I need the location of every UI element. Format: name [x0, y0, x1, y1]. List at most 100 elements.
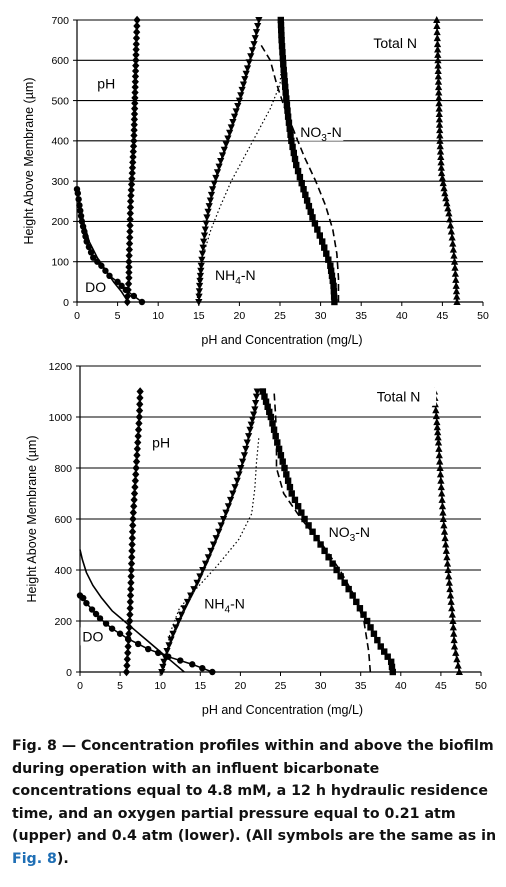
x-tick-label: 0: [74, 310, 80, 322]
data-point: [124, 635, 132, 643]
x-tick-label: 10: [152, 310, 164, 322]
data-point: [229, 119, 237, 127]
data-point: [196, 277, 204, 285]
data-point: [272, 432, 279, 440]
data-point: [126, 233, 134, 242]
data-point: [226, 496, 235, 504]
data-point: [434, 45, 442, 53]
data-point: [280, 66, 287, 74]
data-point: [264, 403, 271, 410]
data-point: [437, 169, 446, 177]
data-point: [242, 445, 250, 453]
data-point: [128, 546, 136, 556]
data-point: [129, 152, 137, 162]
series-no3-n-model: [273, 391, 372, 673]
data-point: [127, 185, 135, 195]
data-point: [252, 393, 261, 401]
data-point: [333, 566, 340, 574]
data-point: [450, 257, 459, 265]
data-point: [200, 238, 208, 246]
data-point: [330, 293, 338, 300]
data-point: [135, 419, 143, 428]
data-point: [252, 399, 260, 407]
x-tick-label: 35: [355, 310, 367, 322]
data-point: [285, 119, 293, 126]
data-point: [128, 527, 137, 536]
data-point: [261, 393, 268, 400]
data-point: [435, 110, 443, 117]
annotation-label: NH4-N: [204, 595, 245, 615]
caption-figure-link[interactable]: Fig. 8: [12, 850, 57, 867]
x-tick-label: 15: [194, 680, 206, 692]
data-point: [337, 573, 344, 580]
annotation-bg: [298, 122, 344, 141]
data-point: [132, 45, 140, 54]
data-point: [187, 592, 195, 600]
data-point: [131, 476, 139, 485]
data-point: [437, 152, 445, 160]
data-point: [189, 661, 196, 668]
data-point: [235, 471, 243, 479]
data-point: [135, 412, 143, 422]
data-point: [132, 470, 140, 479]
data-point: [330, 282, 337, 290]
data-point: [144, 645, 152, 653]
data-point: [131, 93, 139, 103]
data-point: [222, 509, 230, 517]
model-line: [196, 64, 283, 303]
data-point: [76, 592, 84, 599]
data-point: [432, 412, 440, 420]
y-tick-label: 600: [51, 55, 69, 67]
data-point: [283, 101, 291, 108]
data-point: [259, 388, 267, 395]
model-line: [259, 43, 340, 302]
data-point: [255, 17, 263, 24]
data-point: [116, 630, 124, 637]
data-point: [196, 272, 205, 280]
series-total-n: [433, 16, 461, 305]
data-point: [279, 55, 287, 62]
data-point: [242, 70, 250, 78]
data-point: [203, 214, 211, 222]
data-point: [283, 95, 290, 102]
data-point: [438, 489, 446, 497]
data-point: [125, 245, 133, 254]
data-point: [433, 418, 441, 426]
data-point: [267, 413, 275, 421]
data-point: [284, 113, 292, 120]
annotation-label: Total N: [373, 35, 417, 51]
data-point: [230, 113, 239, 121]
data-point: [126, 197, 135, 206]
data-point: [387, 658, 395, 665]
data-point: [446, 591, 455, 599]
data-point: [309, 214, 316, 221]
x-tick-label: 25: [275, 680, 287, 692]
data-point: [134, 438, 142, 447]
data-point: [436, 136, 444, 144]
data-point: [282, 89, 289, 96]
data-point: [442, 194, 450, 202]
data-point: [124, 642, 132, 651]
data-point: [169, 630, 177, 638]
data-point: [202, 220, 210, 228]
data-point: [442, 540, 450, 548]
data-point: [226, 129, 234, 137]
data-point: [449, 623, 457, 631]
data-point: [305, 522, 312, 529]
data-point: [291, 155, 299, 163]
data-point: [435, 444, 443, 452]
data-point: [325, 256, 332, 263]
data-point: [130, 136, 138, 146]
data-point: [433, 16, 441, 23]
data-point: [131, 82, 139, 92]
data-point: [446, 215, 454, 223]
data-point: [122, 667, 131, 677]
data-point: [435, 99, 443, 107]
data-point: [294, 167, 302, 175]
data-point: [102, 620, 110, 627]
data-point: [435, 120, 444, 128]
x-tick-label: 20: [235, 680, 247, 692]
data-point: [130, 125, 138, 135]
y-tick-label: 200: [51, 216, 69, 228]
data-point: [132, 61, 140, 70]
